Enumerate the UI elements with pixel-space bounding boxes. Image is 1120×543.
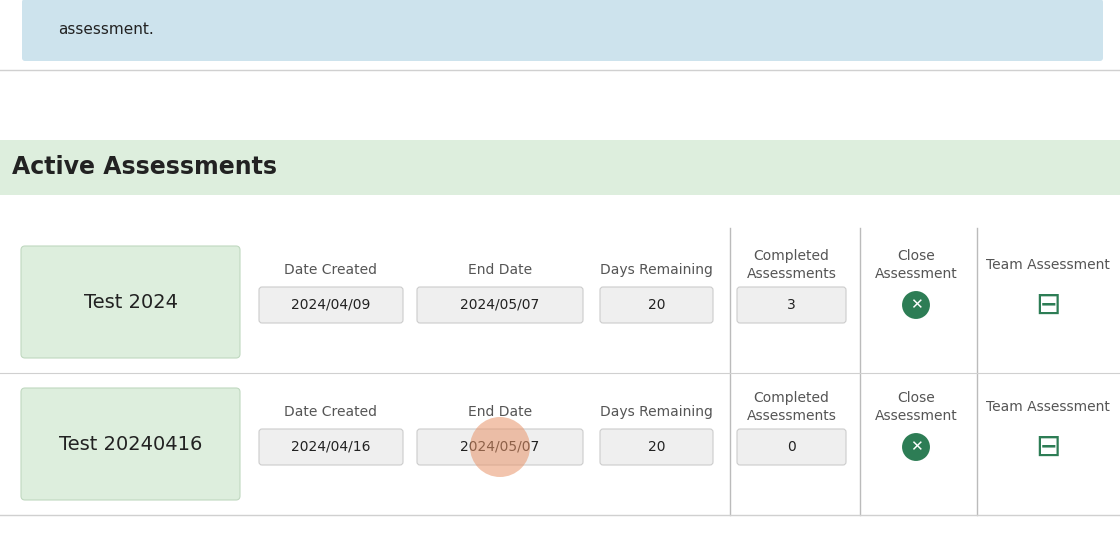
FancyBboxPatch shape [22,0,1103,61]
FancyBboxPatch shape [21,388,240,500]
Text: assessment.: assessment. [58,22,153,37]
Text: Active Assessments: Active Assessments [12,155,277,180]
Text: 2024/05/07: 2024/05/07 [460,440,540,454]
Text: 2024/04/16: 2024/04/16 [291,440,371,454]
FancyBboxPatch shape [259,429,403,465]
Text: End Date: End Date [468,263,532,277]
Circle shape [900,290,931,320]
FancyBboxPatch shape [417,429,584,465]
FancyBboxPatch shape [600,429,713,465]
FancyBboxPatch shape [417,287,584,323]
Text: ⊟: ⊟ [1035,433,1061,462]
Text: 0: 0 [787,440,796,454]
Text: Test 2024: Test 2024 [84,293,177,312]
Text: ⊟: ⊟ [1035,291,1061,319]
Text: Team Assessment: Team Assessment [986,400,1110,414]
Text: Days Remaining: Days Remaining [600,263,713,277]
FancyBboxPatch shape [600,287,713,323]
FancyBboxPatch shape [21,246,240,358]
Text: Completed
Assessments: Completed Assessments [747,392,837,422]
Text: Date Created: Date Created [284,263,377,277]
Text: ✕: ✕ [909,439,923,454]
Text: Completed
Assessments: Completed Assessments [747,249,837,281]
Text: 20: 20 [647,298,665,312]
Text: ✕: ✕ [909,298,923,313]
Text: Test 20240416: Test 20240416 [59,434,203,453]
FancyBboxPatch shape [259,287,403,323]
Text: 2024/05/07: 2024/05/07 [460,298,540,312]
FancyBboxPatch shape [0,140,1120,195]
Text: Date Created: Date Created [284,405,377,419]
Text: 2024/04/09: 2024/04/09 [291,298,371,312]
FancyBboxPatch shape [737,287,846,323]
Text: Close
Assessment: Close Assessment [875,392,958,422]
Text: Days Remaining: Days Remaining [600,405,713,419]
Text: Close
Assessment: Close Assessment [875,249,958,281]
Text: 20: 20 [647,440,665,454]
Text: 3: 3 [787,298,796,312]
FancyBboxPatch shape [737,429,846,465]
Circle shape [900,432,931,462]
Text: End Date: End Date [468,405,532,419]
Text: Team Assessment: Team Assessment [986,258,1110,272]
Circle shape [470,417,530,477]
